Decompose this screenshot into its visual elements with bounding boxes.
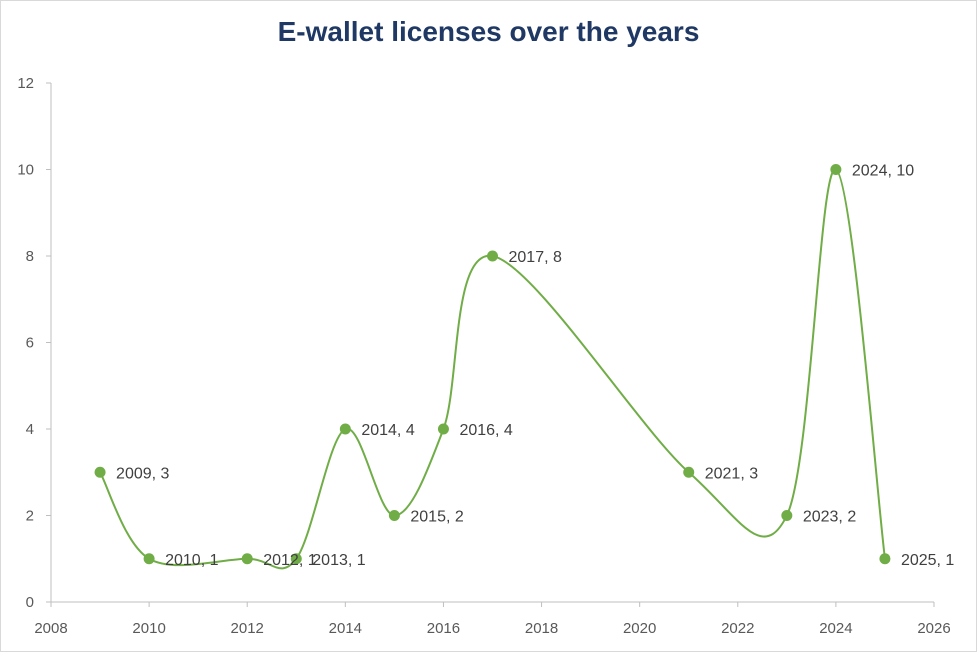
y-tick-label: 0 — [26, 594, 34, 611]
data-point — [879, 553, 891, 565]
x-tick-label: 2008 — [34, 620, 67, 637]
x-tick-label: 2022 — [721, 620, 754, 637]
data-point — [143, 553, 155, 565]
x-tick-label: 2026 — [917, 620, 950, 637]
data-label: 2014, 4 — [361, 422, 414, 439]
data-label: 2013, 1 — [312, 552, 365, 569]
data-label: 2024, 10 — [852, 163, 914, 180]
y-tick-label: 12 — [17, 75, 34, 92]
data-label: 2009, 3 — [116, 465, 169, 482]
data-label: 2012, 1 — [263, 552, 316, 569]
data-point — [290, 553, 302, 565]
y-tick-label: 6 — [26, 335, 34, 352]
data-point — [781, 510, 793, 521]
data-point — [437, 423, 449, 435]
data-label: 2010, 1 — [165, 552, 218, 569]
x-tick-label: 2020 — [623, 620, 656, 637]
y-tick-label: 4 — [26, 421, 34, 438]
data-point — [830, 164, 842, 175]
data-point — [241, 553, 253, 565]
x-tick-label: 2012 — [231, 620, 264, 637]
data-label: 2015, 2 — [410, 509, 463, 526]
data-point — [388, 510, 400, 521]
data-point — [94, 466, 106, 478]
data-label: 2016, 4 — [459, 422, 512, 439]
y-tick-label: 2 — [26, 508, 34, 525]
data-point — [487, 250, 498, 262]
x-tick-label: 2014 — [329, 620, 362, 637]
y-tick-label: 8 — [26, 248, 34, 265]
data-label: 2025, 1 — [901, 552, 954, 569]
x-tick-label: 2024 — [819, 620, 852, 637]
x-tick-label: 2018 — [525, 620, 558, 637]
data-label: 2021, 3 — [705, 465, 758, 482]
x-tick-label: 2016 — [427, 620, 460, 637]
y-tick-label: 10 — [17, 162, 34, 179]
chart-title: E-wallet licenses over the years — [277, 16, 700, 47]
data-point — [683, 466, 695, 478]
data-point — [339, 423, 351, 435]
series-line — [99, 168, 886, 570]
data-label: 2023, 2 — [803, 509, 856, 526]
data-label: 2017, 8 — [509, 249, 562, 266]
x-tick-label: 2010 — [132, 620, 165, 637]
